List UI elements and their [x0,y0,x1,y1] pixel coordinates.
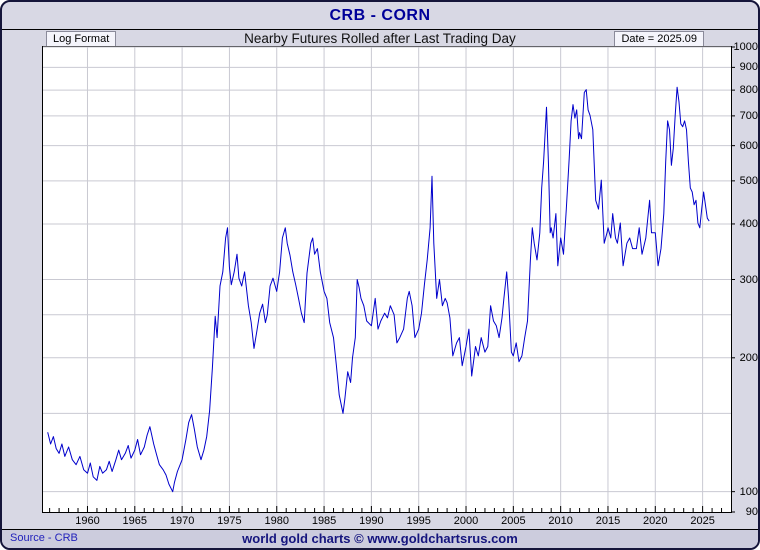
x-tick-label: 2020 [643,515,668,527]
x-tick-label: 1985 [311,515,337,527]
x-tick-label: 1965 [122,515,148,527]
price-line [47,86,710,493]
chart-title: CRB - CORN [329,7,431,24]
x-tick-label: 2010 [548,515,573,527]
log-format-label: Log Format [46,31,117,47]
y-tick-label: 400 [739,217,758,230]
plot-area [42,46,735,513]
y-tick-label: 600 [739,139,758,152]
credit-text: world gold charts © www.goldchartsrus.co… [242,531,518,546]
y-tick-label: 90 [745,506,758,518]
x-tick-label: 2015 [595,515,621,527]
y-tick-label: 1000 [733,41,758,53]
x-tick-label: 1990 [359,515,384,527]
y-tick-label: 900 [739,61,758,74]
x-tick-label: 1980 [264,515,289,527]
x-tick-label: 2000 [453,515,479,527]
x-tick-label: 2005 [501,515,526,527]
plot-svg [43,46,735,513]
x-tick-label: 1960 [75,515,100,527]
y-tick-label: 800 [739,84,758,97]
date-label: Date = 2025.09 [614,31,704,47]
title-bar: CRB - CORN [2,2,758,30]
footer: Source - CRB world gold charts © www.gol… [2,529,758,548]
x-tick-label: 1995 [406,515,431,527]
y-tick-label: 300 [739,273,758,286]
x-tick-label: 1970 [169,515,195,527]
y-tick-label: 500 [739,174,758,187]
y-tick-label: 700 [739,109,758,122]
x-tick-label: 1975 [217,515,242,527]
x-tick-label: 2025 [690,515,715,527]
y-tick-label: 200 [739,351,758,364]
y-tick-label: 100 [739,485,758,498]
source-label: Source - CRB [10,532,78,544]
